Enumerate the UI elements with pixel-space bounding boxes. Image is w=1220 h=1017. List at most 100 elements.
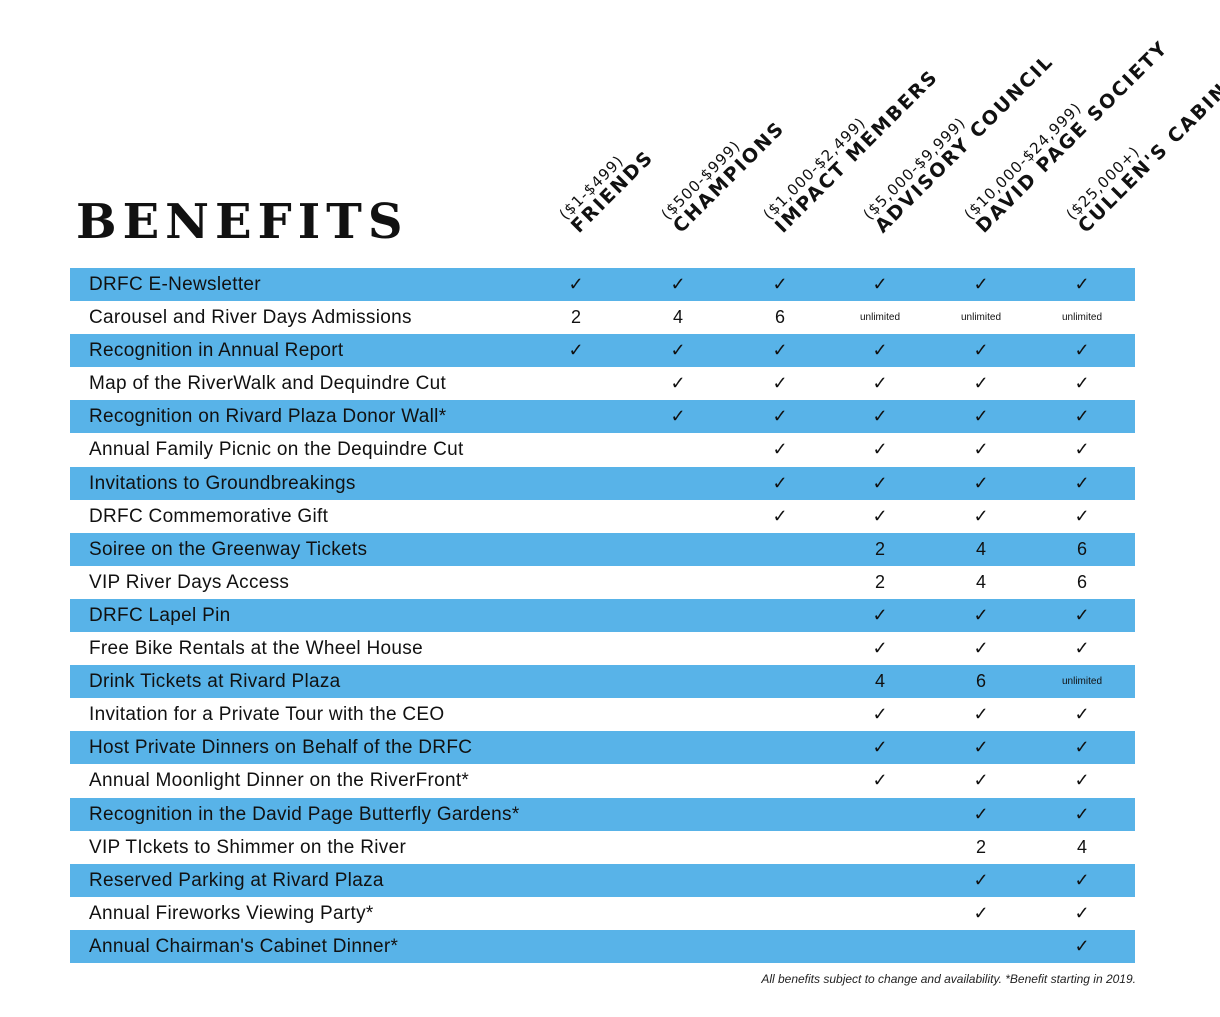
checkmark-icon: ✓ bbox=[973, 505, 989, 526]
checkmark-icon: ✓ bbox=[872, 737, 888, 758]
checkmark-icon: ✓ bbox=[872, 472, 888, 493]
checkmark-icon: ✓ bbox=[1074, 472, 1090, 493]
benefits-table: DRFC E-Newsletter ✓ ✓ ✓ ✓ ✓ ✓ Carousel and Rive… bbox=[70, 268, 1135, 963]
table-row: VIP TIckets to Shimmer on the River 2 4 bbox=[70, 831, 1135, 864]
checkmark-icon: ✓ bbox=[1074, 604, 1090, 625]
checkmark-icon: ✓ bbox=[1074, 869, 1090, 890]
table-row: Recognition in the David Page Butterfly … bbox=[70, 797, 1135, 831]
checkmark-icon: ✓ bbox=[1074, 439, 1090, 460]
checkmark-icon: ✓ bbox=[772, 340, 788, 361]
benefit-label: Host Private Dinners on Behalf of the DR… bbox=[89, 737, 473, 759]
checkmark-icon: ✓ bbox=[1074, 373, 1090, 394]
column-header: ($1,000-$2,499) IMPACT MEMBERS bbox=[760, 56, 943, 237]
checkmark-icon: ✓ bbox=[973, 340, 989, 361]
checkmark-icon: ✓ bbox=[670, 340, 686, 361]
benefit-value: unlimited bbox=[1061, 676, 1103, 688]
table-row: Invitation for a Private Tour with the C… bbox=[70, 698, 1135, 731]
checkmark-icon: ✓ bbox=[973, 439, 989, 460]
benefit-value: 6 bbox=[1076, 571, 1087, 592]
table-row: Annual Family Picnic on the Dequindre Cu… bbox=[70, 433, 1135, 466]
checkmark-icon: ✓ bbox=[670, 274, 686, 294]
checkmark-icon: ✓ bbox=[973, 803, 989, 824]
benefit-label: Recognition on Rivard Plaza Donor Wall* bbox=[89, 406, 447, 428]
table-row: Host Private Dinners on Behalf of the DR… bbox=[70, 731, 1135, 765]
checkmark-icon: ✓ bbox=[1074, 737, 1090, 758]
table-row: VIP River Days Access 2 4 6 bbox=[70, 566, 1135, 599]
column-header: ($5,000-$9,999) ADVISORY COUNCIL bbox=[860, 40, 1058, 237]
checkmark-icon: ✓ bbox=[872, 274, 888, 294]
table-row: Annual Chairman's Cabinet Dinner* ✓ bbox=[70, 929, 1135, 963]
benefit-value: 4 bbox=[975, 538, 986, 559]
table-row: DRFC E-Newsletter ✓ ✓ ✓ ✓ ✓ ✓ bbox=[70, 268, 1135, 302]
checkmark-icon: ✓ bbox=[1074, 406, 1090, 427]
column-header: ($1-$499) FRIENDS bbox=[556, 136, 658, 237]
checkmark-icon: ✓ bbox=[973, 604, 989, 625]
checkmark-icon: ✓ bbox=[973, 902, 989, 923]
benefit-value: 4 bbox=[672, 307, 683, 328]
benefit-label: Invitations to Groundbreakings bbox=[89, 472, 356, 494]
checkmark-icon: ✓ bbox=[973, 704, 989, 725]
checkmark-icon: ✓ bbox=[872, 770, 888, 791]
benefit-label: Annual Chairman's Cabinet Dinner* bbox=[89, 935, 399, 957]
benefit-label: VIP River Days Access bbox=[89, 571, 290, 593]
checkmark-icon: ✓ bbox=[973, 737, 989, 758]
table-row: Invitations to Groundbreakings ✓ ✓ ✓ ✓ bbox=[70, 466, 1135, 500]
checkmark-icon: ✓ bbox=[670, 373, 686, 394]
checkmark-icon: ✓ bbox=[872, 505, 888, 526]
benefit-value: 4 bbox=[975, 571, 986, 592]
checkmark-icon: ✓ bbox=[1074, 704, 1090, 725]
benefit-value: 2 bbox=[975, 836, 986, 857]
table-row: Reserved Parking at Rivard Plaza ✓ ✓ bbox=[70, 863, 1135, 897]
benefit-value: 2 bbox=[874, 538, 885, 559]
table-row: Carousel and River Days Admissions 2 4 6 unl… bbox=[70, 301, 1135, 334]
table-row: Free Bike Rentals at the Wheel House ✓ ✓ ✓ bbox=[70, 632, 1135, 665]
benefit-value: 6 bbox=[1076, 538, 1087, 559]
checkmark-icon: ✓ bbox=[973, 869, 989, 890]
checkmark-icon: ✓ bbox=[670, 406, 686, 427]
benefit-label: Annual Moonlight Dinner on the RiverFron… bbox=[89, 770, 470, 792]
benefit-value: 2 bbox=[874, 571, 885, 592]
benefit-label: Carousel and River Days Admissions bbox=[89, 307, 412, 329]
table-row: Drink Tickets at Rivard Plaza 4 6 unlimited bbox=[70, 665, 1135, 699]
benefit-value: 4 bbox=[874, 671, 885, 692]
page-title: BENEFITS bbox=[76, 194, 409, 250]
checkmark-icon: ✓ bbox=[872, 406, 888, 427]
checkmark-icon: ✓ bbox=[973, 472, 989, 493]
checkmark-icon: ✓ bbox=[772, 505, 788, 526]
checkmark-icon: ✓ bbox=[568, 274, 584, 294]
checkmark-icon: ✓ bbox=[872, 704, 888, 725]
benefit-value: unlimited bbox=[960, 312, 1002, 324]
checkmark-icon: ✓ bbox=[772, 406, 788, 427]
benefit-label: DRFC Commemorative Gift bbox=[89, 505, 329, 527]
checkmark-icon: ✓ bbox=[872, 439, 888, 460]
checkmark-icon: ✓ bbox=[973, 406, 989, 427]
benefit-label: Recognition in Annual Report bbox=[89, 340, 344, 362]
benefit-label: DRFC Lapel Pin bbox=[89, 604, 231, 626]
benefit-value: 6 bbox=[774, 307, 785, 328]
checkmark-icon: ✓ bbox=[1074, 638, 1090, 659]
benefit-label: VIP TIckets to Shimmer on the River bbox=[89, 836, 407, 858]
checkmark-icon: ✓ bbox=[1074, 505, 1090, 526]
checkmark-icon: ✓ bbox=[1074, 803, 1090, 824]
checkmark-icon: ✓ bbox=[973, 274, 989, 294]
column-range: ($500-$999) bbox=[657, 136, 745, 224]
table-row: Annual Fireworks Viewing Party* ✓ ✓ bbox=[70, 897, 1135, 930]
table-row: DRFC Commemorative Gift ✓ ✓ ✓ ✓ bbox=[70, 500, 1135, 533]
checkmark-icon: ✓ bbox=[973, 373, 989, 394]
benefit-value: unlimited bbox=[859, 312, 901, 324]
table-row: DRFC Lapel Pin ✓ ✓ ✓ bbox=[70, 598, 1135, 633]
checkmark-icon: ✓ bbox=[1074, 770, 1090, 791]
table-row: Map of the RiverWalk and Dequindre Cut ✓ ✓… bbox=[70, 367, 1135, 400]
checkmark-icon: ✓ bbox=[872, 373, 888, 394]
checkmark-icon: ✓ bbox=[872, 638, 888, 659]
benefit-value: 2 bbox=[570, 307, 581, 328]
footnote: All benefits subject to change and avail… bbox=[761, 972, 1136, 986]
checkmark-icon: ✓ bbox=[772, 373, 788, 394]
benefit-value: 6 bbox=[975, 671, 986, 692]
table-row: Annual Moonlight Dinner on the RiverFron… bbox=[70, 764, 1135, 797]
checkmark-icon: ✓ bbox=[973, 770, 989, 791]
checkmark-icon: ✓ bbox=[973, 638, 989, 659]
benefit-label: Soiree on the Greenway Tickets bbox=[89, 538, 368, 560]
benefit-value: 4 bbox=[1076, 836, 1087, 857]
table-row: Recognition in Annual Report ✓ ✓ ✓ ✓ ✓ ✓ bbox=[70, 334, 1135, 368]
